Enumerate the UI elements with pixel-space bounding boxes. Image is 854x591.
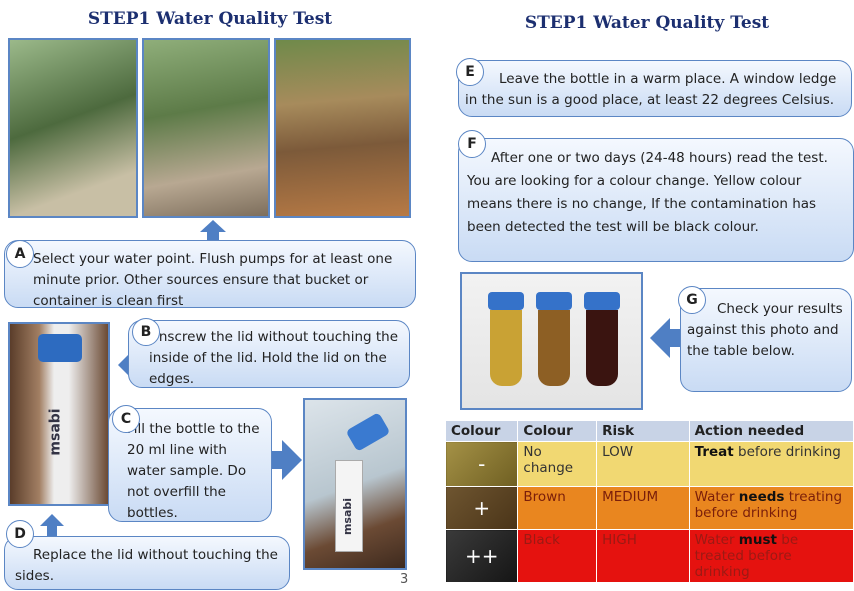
colour-symbol: ++ xyxy=(446,530,518,583)
table-cell: HIGH xyxy=(597,530,690,583)
step-text: Unscrew the lid without touching the ins… xyxy=(149,329,398,387)
table-cell: MEDIUM xyxy=(597,487,690,530)
colour-symbol: + xyxy=(446,487,518,530)
step-d: Replace the lid without touching the sid… xyxy=(4,536,290,590)
step-text: Check your results against this photo an… xyxy=(687,301,843,359)
step-letter: A xyxy=(6,240,34,268)
photo xyxy=(460,272,643,410)
page-number: 3 xyxy=(400,572,408,587)
header-cell: Colour xyxy=(518,421,597,442)
action-cell: Water must be treated before drinking xyxy=(689,530,853,583)
step-a: Select your water point. Flush pumps for… xyxy=(4,240,416,308)
step-text: Leave the bottle in a warm place. A wind… xyxy=(465,71,836,108)
photo: msabi xyxy=(8,322,110,506)
step-text: After one or two days (24-48 hours) read… xyxy=(467,150,828,235)
table-cell: No change xyxy=(518,442,597,487)
step-letter: B xyxy=(132,318,160,346)
table-cell: LOW xyxy=(597,442,690,487)
step-text: Replace the lid without touching the sid… xyxy=(15,547,278,584)
step-f: After one or two days (24-48 hours) read… xyxy=(458,138,854,262)
action-cell: Water needs treating before drinking xyxy=(689,487,853,530)
step-letter: F xyxy=(458,130,486,158)
header-cell: Action needed xyxy=(689,421,853,442)
step-g: Check your results against this photo an… xyxy=(680,288,852,392)
action-text: must xyxy=(739,532,777,548)
step-e: Leave the bottle in a warm place. A wind… xyxy=(458,60,852,117)
colour-symbol: - xyxy=(446,442,518,487)
step-letter: C xyxy=(112,405,140,433)
step-letter: E xyxy=(456,58,484,86)
table-cell: Black xyxy=(518,530,597,583)
bottle-label: msabi xyxy=(341,498,354,535)
step-text: Select your water point. Flush pumps for… xyxy=(33,251,392,309)
action-text: Water xyxy=(695,532,739,548)
table-cell: Brown xyxy=(518,487,597,530)
photo: msabi xyxy=(303,398,407,570)
page: STEP1 Water Quality Test STEP1 Water Qua… xyxy=(0,0,854,591)
bottle-label: msabi xyxy=(48,408,64,455)
action-text: before drinking xyxy=(734,444,841,460)
step-letter: D xyxy=(6,520,34,548)
header-cell: Risk xyxy=(597,421,690,442)
action-text: needs xyxy=(739,489,785,505)
step-letter: G xyxy=(678,286,706,314)
header-cell: Colour xyxy=(446,421,518,442)
step-b: Unscrew the lid without touching the ins… xyxy=(128,320,410,388)
action-text: Water xyxy=(695,489,739,505)
action-cell: Treat before drinking xyxy=(689,442,853,487)
step-text: Fill the bottle to the 20 ml line with w… xyxy=(127,421,260,521)
action-text: Treat xyxy=(695,444,734,460)
